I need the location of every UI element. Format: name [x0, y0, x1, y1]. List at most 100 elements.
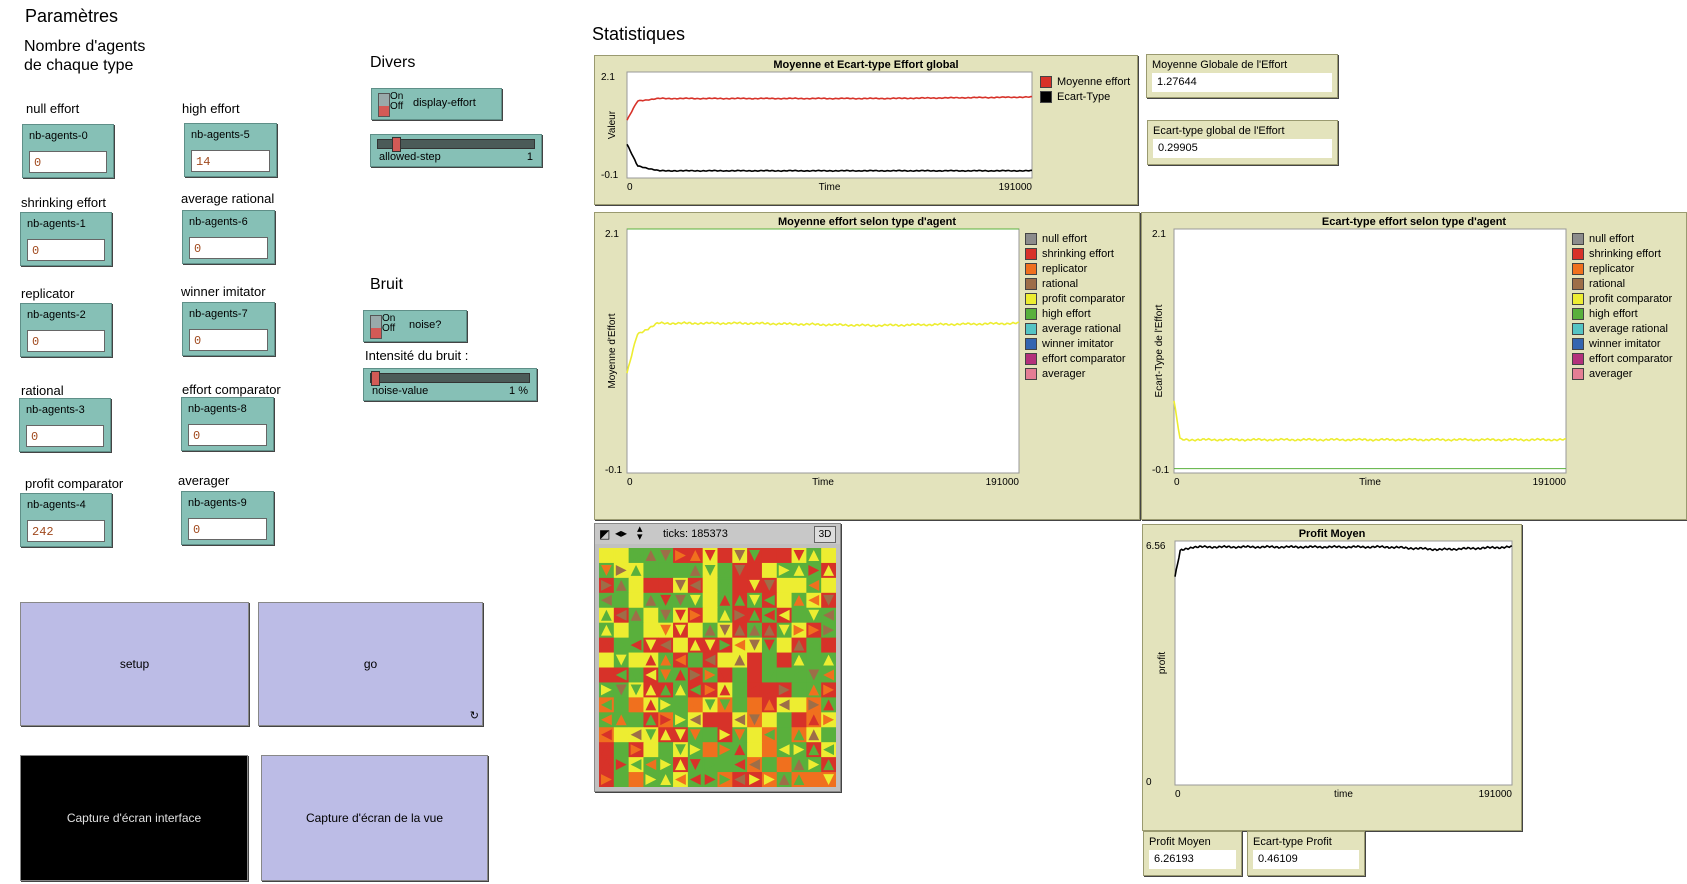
input-nb-agents-3[interactable]: nb-agents-3 0	[19, 398, 111, 452]
plot-area	[626, 228, 1020, 474]
pan-ud-icon[interactable]: ▴ ▾	[637, 523, 643, 543]
label-average-rational: average rational	[181, 191, 275, 206]
nb-agents-3-field[interactable]: 0	[26, 425, 104, 447]
legend-label: high effort	[1042, 307, 1091, 320]
slider-track[interactable]	[377, 137, 535, 152]
capture-interface-button[interactable]: Capture d'écran interface	[20, 755, 248, 881]
legend-label: average rational	[1042, 322, 1121, 335]
agent-turtle	[675, 594, 686, 606]
patch	[776, 667, 793, 683]
patch	[658, 562, 674, 579]
pan-lr-icon[interactable]: ◂▸	[615, 526, 628, 540]
agent-turtle	[630, 579, 642, 591]
input-nb-agents-0[interactable]: nb-agents-0 0	[22, 124, 114, 178]
plot-global-effort: Moyenne et Ecart-type Effort global 2.1 -…	[594, 55, 1138, 205]
agent-turtle	[645, 729, 657, 741]
label-rational: rational	[21, 383, 64, 398]
legend-item: replicator	[1572, 261, 1673, 276]
nb-agents-2-field[interactable]: 0	[27, 330, 105, 352]
display-effort-switch[interactable]: On Off display-effort	[371, 88, 502, 120]
input-nb-agents-5[interactable]: nb-agents-5 14	[184, 123, 277, 177]
nb-agents-4-field[interactable]: 242	[27, 520, 105, 542]
agent-turtle	[601, 774, 612, 785]
patch	[806, 652, 822, 668]
setup-button[interactable]: setup	[20, 602, 249, 726]
agent-turtle	[808, 609, 820, 621]
agent-turtle	[630, 609, 642, 621]
nb-agents-6-field[interactable]: 0	[189, 237, 268, 259]
agent-turtle	[660, 639, 672, 651]
input-nb-agents-4[interactable]: nb-agents-4 242	[20, 493, 112, 547]
legend-item: profit comparator	[1025, 291, 1126, 306]
nb-agents-1-field[interactable]: 0	[27, 239, 105, 261]
agent-turtle	[601, 744, 612, 756]
slider-thumb[interactable]	[371, 371, 380, 386]
legend-swatch	[1025, 307, 1037, 320]
agent-turtle	[601, 624, 612, 636]
agent-turtle	[675, 609, 686, 621]
agent-turtle	[601, 609, 612, 621]
plot-area	[1173, 228, 1567, 474]
legend-swatch	[1025, 247, 1037, 260]
agent-turtle	[778, 774, 790, 785]
agent-turtle	[823, 744, 834, 756]
agent-turtle	[645, 639, 657, 651]
legend-item: profit comparator	[1572, 291, 1673, 306]
agent-turtle	[749, 684, 760, 696]
label-null-effort: null effort	[26, 101, 80, 116]
go-button[interactable]: go ↻	[258, 602, 483, 726]
x-tick-label: 191000	[1479, 789, 1513, 800]
3d-button[interactable]: 3D	[814, 526, 836, 543]
input-nb-agents-7[interactable]: nb-agents-7 0	[182, 302, 275, 356]
nb-agents-5-field[interactable]: 14	[191, 150, 270, 172]
zoom-icon[interactable]: ◩	[599, 527, 611, 541]
agent-turtle	[660, 774, 672, 785]
params-title: Paramètres	[25, 6, 119, 26]
agent-turtle	[778, 564, 790, 576]
nb-agents-8-field[interactable]: 0	[188, 424, 267, 446]
nb-agents-9-field[interactable]: 0	[188, 518, 267, 540]
agent-turtle	[808, 729, 820, 741]
input-nb-agents-6[interactable]: nb-agents-6 0	[182, 210, 275, 264]
nb-agents-7-field[interactable]: 0	[189, 329, 268, 351]
label-high-effort: high effort	[182, 101, 240, 116]
agent-turtle	[719, 729, 731, 741]
input-nb-agents-8[interactable]: nb-agents-8 0	[181, 397, 274, 451]
agent-turtle	[675, 579, 686, 591]
capture-view-button[interactable]: Capture d'écran de la vue	[261, 755, 488, 881]
patch	[613, 772, 630, 787]
legend-swatch	[1025, 337, 1037, 350]
agent-turtle	[645, 699, 657, 711]
nb-agents-0-field[interactable]: 0	[29, 151, 107, 173]
x-axis-label: Time	[819, 182, 841, 193]
forever-icon: ↻	[469, 710, 479, 722]
switch-toggle[interactable]	[378, 93, 390, 117]
agent-turtle	[615, 669, 627, 681]
agent-turtle	[689, 729, 701, 741]
world-grid[interactable]	[599, 548, 836, 787]
agent-turtle	[793, 579, 805, 591]
input-nb-agents-9[interactable]: nb-agents-9 0	[181, 491, 274, 545]
legend-label: replicator	[1042, 262, 1088, 275]
agent-turtle	[689, 699, 701, 711]
noise-switch[interactable]: On Off noise?	[363, 310, 467, 342]
y-tick-label: 2.1	[1152, 229, 1166, 240]
agent-turtle	[615, 639, 627, 651]
input-nb-agents-1[interactable]: nb-agents-1 0	[20, 212, 112, 266]
patch	[776, 637, 793, 654]
agent-turtle	[689, 714, 701, 726]
agent-turtle	[675, 759, 686, 771]
series-line	[626, 95, 1033, 121]
agent-turtle	[704, 774, 716, 785]
switch-toggle[interactable]	[370, 315, 382, 339]
slider-thumb[interactable]	[392, 137, 401, 152]
agent-turtle	[615, 729, 627, 741]
input-nb-agents-2[interactable]: nb-agents-2 0	[20, 303, 112, 357]
agent-turtle	[808, 579, 820, 591]
world-view[interactable]: ◩ ◂▸ ▴ ▾ ticks: 185373 3D	[594, 523, 841, 792]
allowed-step-slider[interactable]: allowed-step 1	[370, 134, 542, 167]
legend-item: rational	[1572, 276, 1673, 291]
slider-track[interactable]	[370, 371, 530, 386]
noise-value-slider[interactable]: noise-value 1 %	[363, 368, 537, 401]
legend-swatch	[1572, 337, 1584, 350]
